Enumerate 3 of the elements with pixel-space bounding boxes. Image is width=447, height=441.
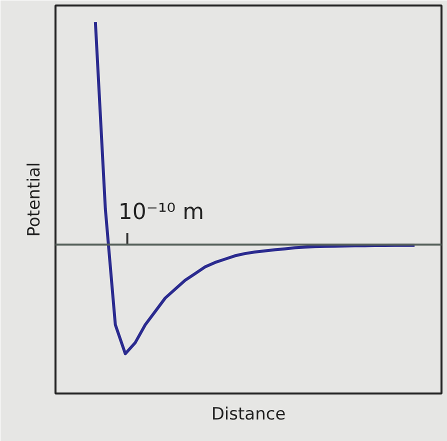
- y-axis-title: Potential: [24, 162, 44, 237]
- annotation: 10⁻¹⁰ m: [118, 200, 204, 225]
- x-axis-title: Distance: [211, 404, 286, 424]
